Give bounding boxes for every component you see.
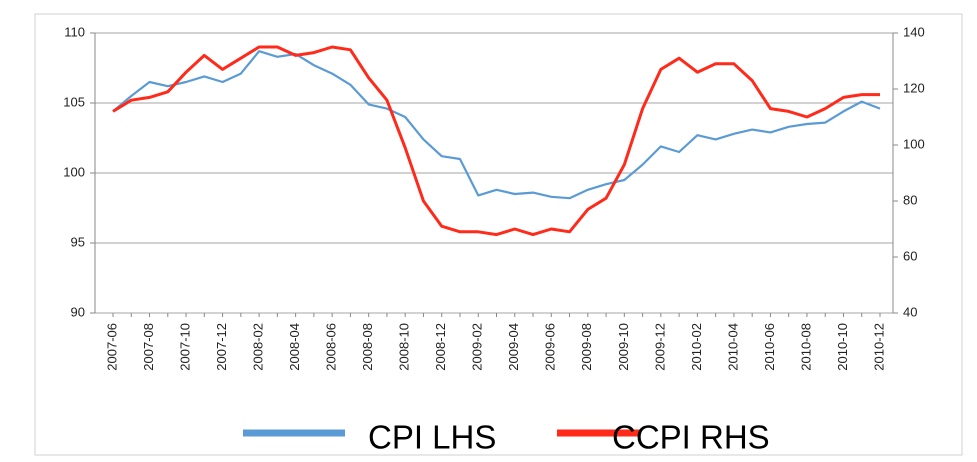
x-tick-label: 2008-04 [287,323,302,371]
x-tick-label: 2009-10 [616,323,631,371]
series-line [112,50,881,200]
chart-frame [34,13,963,456]
x-tick-label: 2007-12 [214,323,229,371]
legend-text: CPI LHS [368,419,496,456]
y2-tick-label: 40 [903,304,917,319]
y-tick-label: 110 [64,24,85,39]
x-tick-label: 2009-08 [579,323,594,371]
x-tick-label: 2008-08 [360,323,375,371]
y-tick-label: 95 [71,234,85,249]
x-tick-label: 2008-12 [433,323,448,371]
y2-tick-label: 120 [903,80,925,95]
x-tick-label: 2008-10 [397,323,412,371]
y2-tick-label: 100 [903,136,925,151]
series-line [112,45,880,237]
x-tick-label: 2010-12 [871,323,886,371]
x-tick-label: 2010-06 [762,323,777,371]
x-tick-label: 2010-02 [689,323,704,371]
x-tick-label: 2010-08 [798,323,813,371]
x-tick-label: 2008-02 [251,323,266,371]
x-tick-label: 2010-10 [835,323,850,371]
y2-tick-label: 140 [903,24,925,39]
x-tick-label: 2007-08 [141,323,156,371]
y2-tick-label: 80 [903,192,917,207]
x-tick-label: 2009-12 [652,323,667,371]
x-tick-label: 2009-04 [506,323,521,371]
x-tick-label: 2009-06 [543,323,558,371]
x-tick-label: 2008-06 [324,323,339,371]
y-tick-label: 100 [63,164,85,179]
legend-text: CCPI RHS [612,419,770,456]
x-tick-label: 2010-04 [725,323,740,371]
x-tick-label: 2007-10 [177,323,192,371]
y-tick-label: 105 [63,94,85,109]
x-tick-label: 2009-02 [470,323,485,371]
y2-tick-label: 60 [903,248,917,263]
y-tick-label: 90 [71,304,85,319]
x-tick-label: 2007-06 [104,323,119,371]
